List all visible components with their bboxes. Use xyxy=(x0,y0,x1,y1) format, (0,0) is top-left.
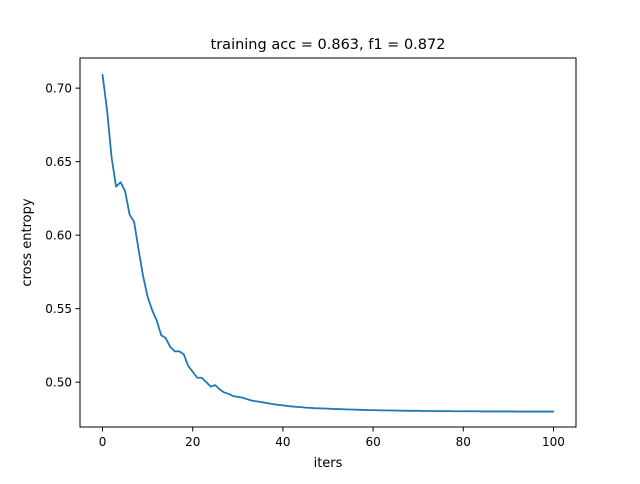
axes-frame xyxy=(79,57,577,428)
y-axis-ticks: 0.50 0.55 0.60 0.65 0.70 xyxy=(45,82,80,390)
x-tick-label: 0 xyxy=(99,435,107,449)
x-axis-label: iters xyxy=(314,456,343,471)
x-tick-label: 40 xyxy=(275,435,290,449)
x-tick-label: 20 xyxy=(185,435,200,449)
series-line xyxy=(101,74,555,413)
y-tick-label: 0.50 xyxy=(45,376,72,390)
y-axis-label: cross entropy xyxy=(20,198,35,286)
x-tick-label: 60 xyxy=(365,435,380,449)
y-tick-label: 0.70 xyxy=(45,82,72,96)
y-tick-label: 0.65 xyxy=(45,155,72,169)
chart-title: training acc = 0.863, f1 = 0.872 xyxy=(211,37,446,53)
x-axis-ticks: 0 20 40 60 80 100 xyxy=(99,427,565,449)
x-tick-label: 80 xyxy=(456,435,471,449)
y-tick-label: 0.55 xyxy=(45,302,72,316)
x-tick-label: 100 xyxy=(542,435,565,449)
plot-area xyxy=(101,74,555,413)
y-tick-label: 0.60 xyxy=(45,229,72,243)
